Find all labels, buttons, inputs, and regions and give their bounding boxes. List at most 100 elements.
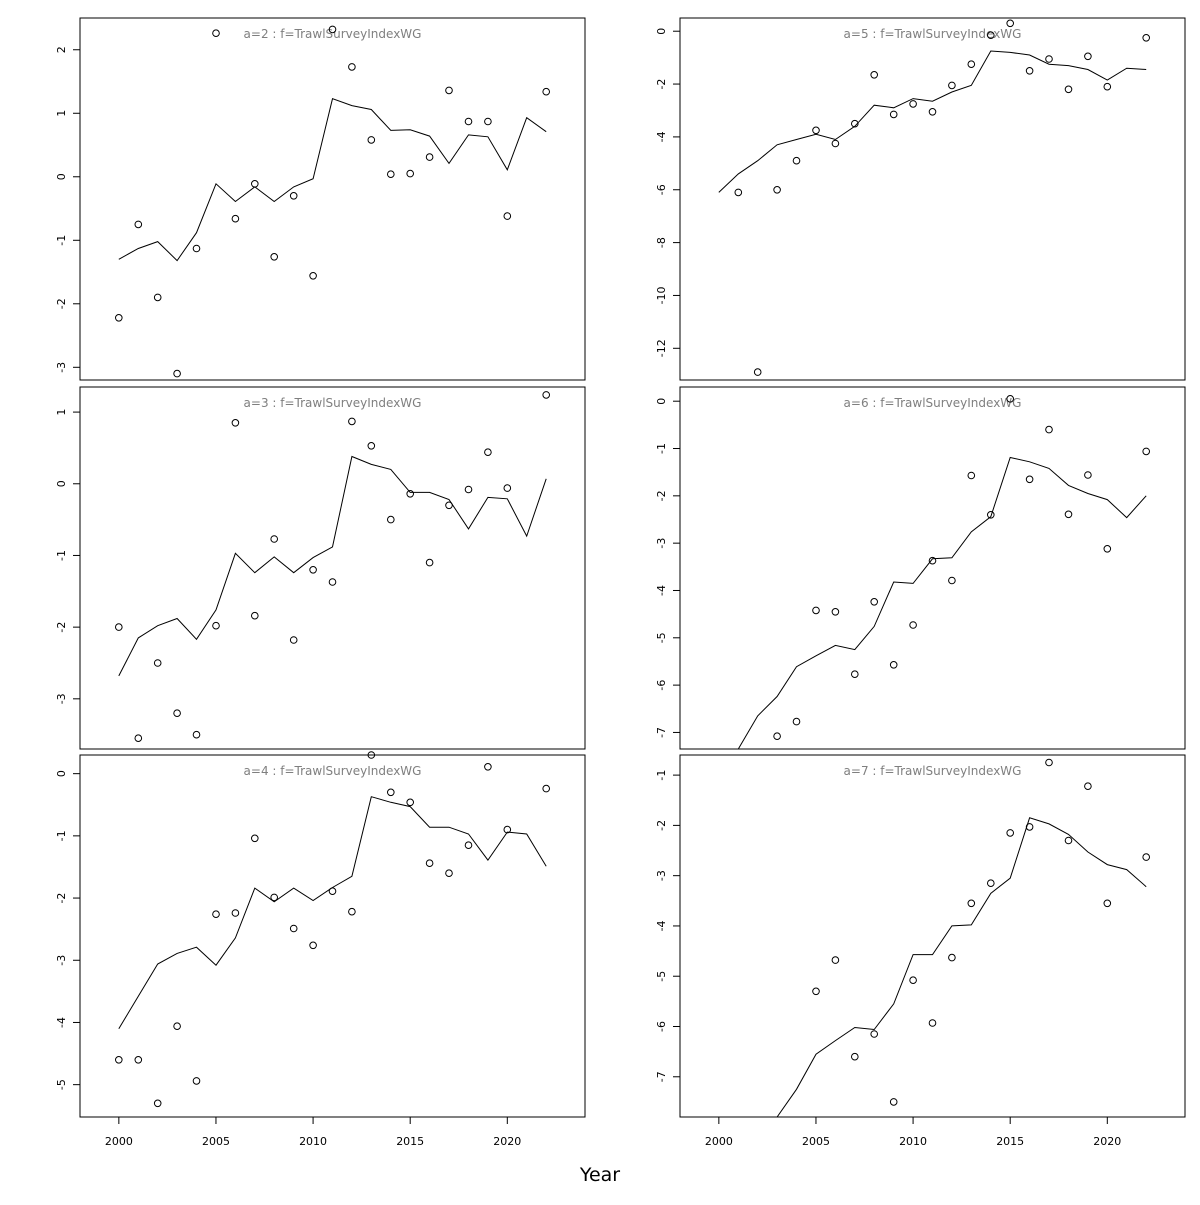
observed-point (367, 136, 376, 144)
y-tick-label: 1 (55, 409, 68, 416)
y-tick-label: -2 (55, 298, 68, 309)
chart-panel: a=5 : f=TrawlSurveyIndexWG -12 -10 -8 -6 -4 -2… (655, 17, 1186, 381)
observed-point (773, 732, 781, 741)
observed-point (173, 1022, 181, 1030)
observed-point (406, 798, 415, 807)
observed-point (909, 100, 917, 108)
observed-point (309, 566, 317, 574)
observed-point (464, 841, 473, 850)
observed-point (484, 763, 492, 771)
observed-point (251, 611, 259, 620)
y-tick-label: -6 (655, 680, 668, 691)
observed-point (831, 956, 840, 964)
observed-point (870, 71, 879, 79)
observed-point (406, 169, 415, 178)
observed-point (212, 621, 220, 630)
y-tick-label: -1 (655, 770, 668, 781)
observed-point (773, 186, 781, 194)
observed-point (153, 659, 162, 667)
chart-panel: a=2 : f=TrawlSurveyIndexWG -3 -2 -1 0 1 2 (55, 17, 586, 381)
y-tick-label: 0 (55, 480, 68, 487)
observed-point (484, 448, 492, 457)
observed-point (115, 314, 123, 322)
observed-point (406, 490, 415, 498)
panel-title: a=5 : f=TrawlSurveyIndexWG (844, 27, 1022, 41)
observed-point (212, 910, 220, 919)
observed-point (134, 1056, 143, 1064)
panel-frame (79, 754, 586, 1118)
y-tick-label: -1 (55, 830, 68, 841)
y-tick-label: -3 (55, 693, 68, 704)
x-tick-label: 2010 (899, 1135, 927, 1148)
y-tick-label: -3 (55, 955, 68, 966)
observed-point (1045, 758, 1053, 767)
observed-point (464, 117, 473, 126)
observed-point (1045, 425, 1053, 434)
observed-point (348, 63, 356, 71)
y-tick-label: -6 (655, 1021, 668, 1032)
y-tick-label: -6 (655, 184, 668, 195)
panel-frame (79, 17, 586, 381)
fitted-line (776, 817, 1147, 1117)
observed-point (753, 368, 762, 376)
observed-point (115, 623, 123, 631)
y-tick-label: -2 (655, 490, 668, 501)
observed-point (1025, 823, 1034, 831)
observed-point (445, 86, 453, 95)
observed-point (1064, 836, 1073, 845)
observed-point (367, 751, 376, 759)
observed-point (153, 293, 162, 302)
y-tick-label: -2 (655, 79, 668, 90)
x-tick-label: 2000 (105, 1135, 133, 1148)
observed-point (812, 606, 820, 615)
observed-point (425, 153, 434, 161)
observed-point (909, 621, 917, 629)
fitted-line (118, 98, 547, 262)
y-tick-label: -5 (55, 1079, 68, 1090)
observed-point (231, 419, 240, 427)
observed-point (831, 608, 840, 616)
observed-point (967, 60, 976, 68)
observed-point (464, 485, 473, 494)
y-tick-label: -2 (55, 622, 68, 633)
y-tick-label: 0 (55, 770, 68, 777)
observed-point (987, 31, 995, 40)
chart-panel: a=7 : f=TrawlSurveyIndexWG -7 -6 -5 -4 -3 -2 -1… (655, 754, 1186, 1148)
observed-point (425, 859, 434, 868)
observed-point (192, 730, 201, 739)
panel-frame (679, 386, 1186, 750)
panel-title: a=6 : f=TrawlSurveyIndexWG (844, 396, 1022, 410)
y-tick-label: 1 (55, 110, 68, 117)
observed-point (289, 924, 298, 933)
panel-frame (679, 17, 1186, 381)
observed-point (328, 25, 337, 34)
panel-title: a=2 : f=TrawlSurveyIndexWG (244, 27, 422, 41)
observed-point (251, 834, 259, 843)
observed-point (1006, 395, 1015, 403)
observed-point (445, 501, 453, 510)
y-tick-label: -3 (655, 870, 668, 881)
panel-title: a=3 : f=TrawlSurveyIndexWG (244, 396, 422, 410)
observed-point (889, 110, 898, 119)
observed-point (851, 1052, 859, 1061)
observed-point (851, 670, 859, 679)
y-tick-label: -4 (55, 1017, 68, 1028)
observed-point (928, 108, 937, 116)
observed-point (889, 661, 898, 669)
observed-point (270, 893, 279, 902)
observed-point (270, 535, 279, 543)
y-tick-label: -3 (655, 538, 668, 549)
observed-point (987, 879, 995, 888)
observed-point (387, 170, 395, 178)
chart-panel: a=4 : f=TrawlSurveyIndexWG -5 -4 -3 -2 -1 0 200… (55, 751, 586, 1148)
observed-point (251, 180, 259, 188)
observed-point (1103, 899, 1112, 908)
observed-point (1006, 19, 1015, 28)
observed-point (503, 212, 512, 220)
observed-point (387, 515, 395, 524)
observed-point (503, 825, 512, 834)
fitted-line (118, 455, 547, 677)
y-tick-label: -5 (655, 971, 668, 982)
x-tick-label: 2020 (493, 1135, 521, 1148)
